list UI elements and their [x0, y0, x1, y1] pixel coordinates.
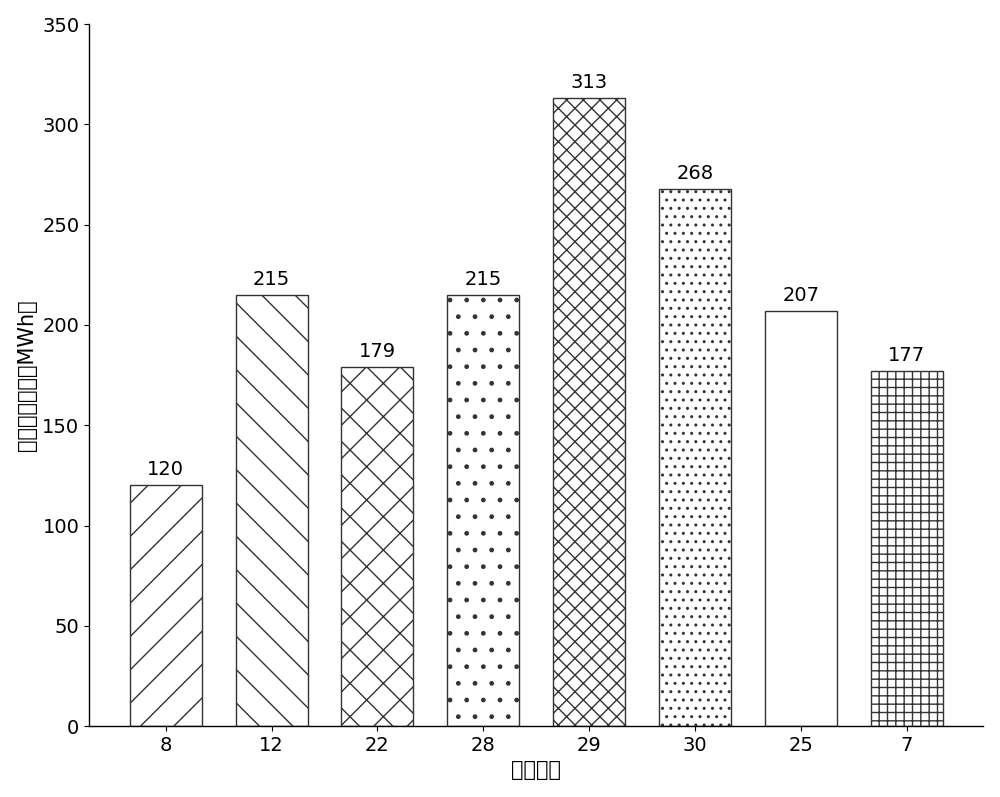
- Bar: [341, 367, 413, 726]
- Text: 215: 215: [253, 270, 290, 289]
- Bar: [553, 98, 625, 726]
- Text: 313: 313: [571, 73, 608, 92]
- Bar: [236, 295, 308, 726]
- Text: 215: 215: [465, 270, 502, 289]
- Bar: [130, 485, 202, 726]
- Bar: [659, 189, 731, 726]
- Text: 179: 179: [359, 342, 396, 361]
- Text: 268: 268: [676, 163, 714, 183]
- Text: 207: 207: [782, 286, 819, 305]
- Bar: [765, 311, 837, 726]
- Text: 177: 177: [888, 346, 925, 365]
- X-axis label: 节点编号: 节点编号: [511, 760, 561, 780]
- Text: 120: 120: [147, 461, 184, 479]
- Y-axis label: 储能电站容量（MWh）: 储能电站容量（MWh）: [17, 300, 37, 451]
- Bar: [447, 295, 519, 726]
- Bar: [871, 371, 943, 726]
